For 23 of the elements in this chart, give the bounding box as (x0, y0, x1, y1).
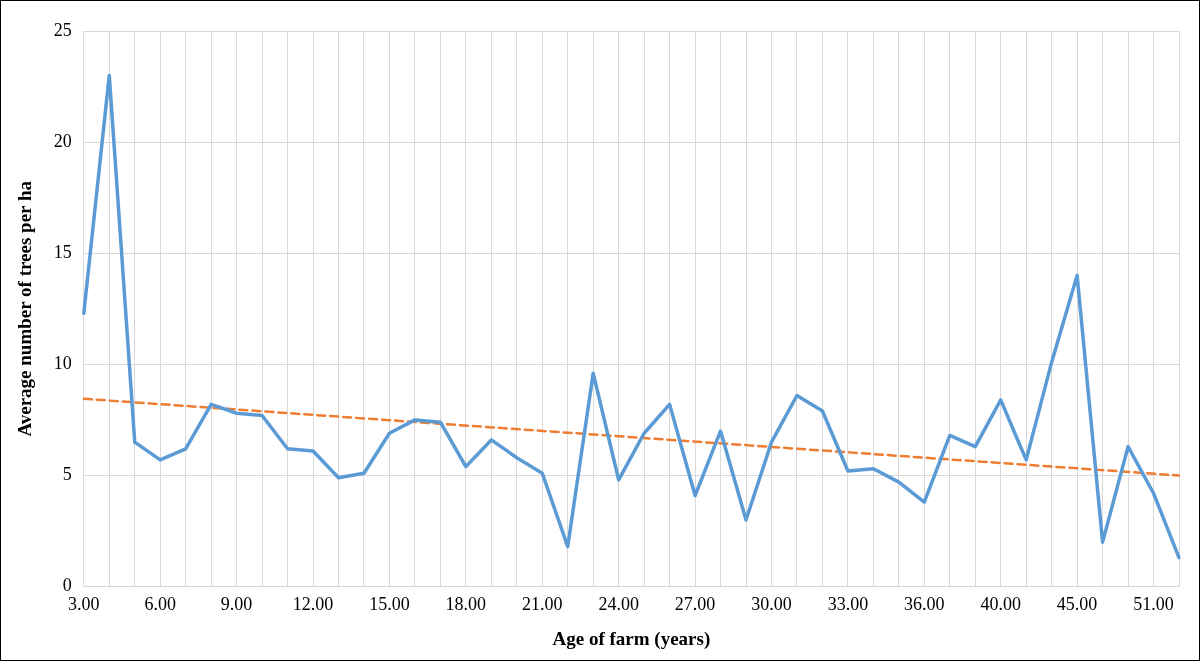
x-tick-label: 12.00 (292, 594, 334, 615)
x-tick-label: 9.00 (220, 594, 253, 615)
y-tick-label: 5 (62, 464, 72, 485)
x-tick-label: 45.00 (1056, 594, 1098, 615)
y-tick-label: 10 (53, 353, 72, 374)
y-tick-label: 25 (53, 19, 72, 40)
x-tick-label: 3.00 (68, 594, 100, 615)
y-axis-title: Average number of trees per ha (14, 180, 36, 437)
x-tick-label: 40.00 (980, 594, 1021, 615)
x-tick-label: 15.00 (369, 594, 410, 615)
x-tick-label: 18.00 (445, 594, 487, 615)
x-tick-label: 33.00 (827, 594, 869, 615)
x-tick-label: 27.00 (674, 594, 716, 615)
y-tick-label: 20 (53, 130, 72, 151)
y-tick-label: 15 (53, 241, 72, 262)
x-tick-label: 21.00 (522, 594, 563, 615)
x-axis-title: Age of farm (years) (552, 627, 711, 650)
y-tick-label: 0 (62, 575, 72, 596)
x-tick-label: 24.00 (598, 594, 639, 615)
x-tick-label: 36.00 (904, 594, 945, 615)
x-tick-label: 6.00 (144, 594, 176, 615)
x-tick-label: 51.00 (1133, 594, 1174, 615)
x-tick-label: 30.00 (751, 594, 792, 615)
